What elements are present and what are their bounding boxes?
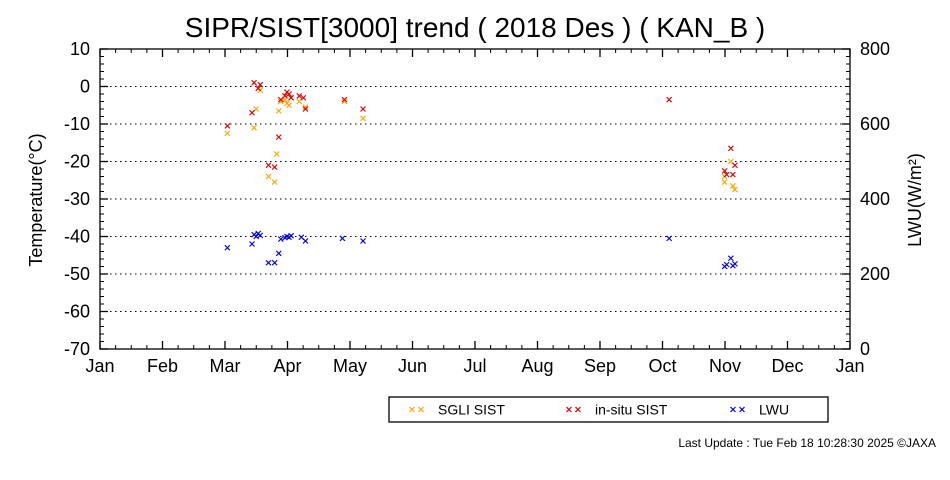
sgli-sist-point <box>732 186 738 193</box>
grid-lines <box>100 86 850 312</box>
legend-label: in-situ SIST <box>595 402 668 418</box>
in-situ-sist-point <box>249 109 255 116</box>
legend-marker <box>418 406 424 413</box>
legend-marker <box>739 406 745 413</box>
x-tick-label: Apr <box>273 356 301 376</box>
lwu-point <box>265 259 272 266</box>
sgli-sist-point <box>360 115 366 122</box>
in-situ-sist-point <box>666 96 673 103</box>
in-situ-sist-point <box>723 171 730 178</box>
lwu-point <box>723 261 730 268</box>
data-points <box>224 79 738 270</box>
sgli-sist-point <box>341 98 348 105</box>
x-tick-label: Mar <box>210 356 241 376</box>
lwu-point <box>253 233 260 240</box>
lwu-point <box>288 232 295 239</box>
y2-tick-label: 0 <box>860 339 870 359</box>
x-tick-label: Jun <box>398 356 427 376</box>
in-situ-sist-point <box>275 134 282 141</box>
y-tick-label: -20 <box>64 152 90 172</box>
y2-tick-label: 600 <box>860 114 890 134</box>
x-tick-label: Oct <box>648 356 676 376</box>
sgli-sist-point <box>224 130 231 137</box>
y2-axis-label: LWU(W/m²) <box>905 153 925 247</box>
chart-title: SIPR/SIST[3000] trend ( 2018 Des ) ( KAN… <box>185 12 765 43</box>
in-situ-sist-point <box>296 92 303 99</box>
sgli-sist-point <box>273 151 280 157</box>
sgli-sist-point <box>286 102 292 109</box>
x-tick-label: Nov <box>709 356 741 376</box>
y-tick-label: -50 <box>64 264 90 284</box>
in-situ-sist-point <box>265 162 272 169</box>
legend-marker <box>566 406 572 413</box>
in-situ-sist-point <box>302 106 309 112</box>
legend: SGLI SIST in-situ SIST LWU <box>388 396 829 423</box>
in-situ-sist-point <box>282 92 288 99</box>
lwu-point <box>666 235 673 242</box>
lwu-point <box>249 241 255 247</box>
x-tick-label: Dec <box>771 356 803 376</box>
x-tick-label: Jan <box>835 356 864 376</box>
sgli-sist-point <box>271 179 278 186</box>
sgli-sist-point <box>265 173 272 180</box>
legend-label: LWU <box>759 402 789 418</box>
sgli-sist-point <box>729 182 736 189</box>
lwu-point <box>302 238 309 244</box>
x-tick-label: Sep <box>584 356 616 376</box>
axes: 100-10-20-30-40-50-60-708006004002000Jan… <box>64 39 890 376</box>
lwu-point <box>224 244 231 251</box>
lwu-point <box>277 236 284 243</box>
y-axis-label: Temperature(°C) <box>26 133 46 266</box>
y2-tick-label: 200 <box>860 264 890 284</box>
y-tick-label: -70 <box>64 339 90 359</box>
in-situ-sist-point <box>257 81 264 88</box>
in-situ-sist-point <box>729 171 736 178</box>
y-tick-label: -40 <box>64 227 90 247</box>
legend-box <box>388 396 829 423</box>
in-situ-sist-point <box>732 162 738 169</box>
lwu-point <box>339 235 346 242</box>
last-update-footer: Last Update : Tue Feb 18 10:28:30 2025 ©… <box>678 436 936 450</box>
x-tick-label: May <box>333 356 367 376</box>
in-situ-sist-point <box>286 91 292 97</box>
y-tick-label: -10 <box>64 114 90 134</box>
y-tick-label: -60 <box>64 302 90 322</box>
x-tick-label: Jul <box>463 356 486 376</box>
lwu-point <box>732 260 738 267</box>
sgli-sist-point <box>275 107 282 114</box>
in-situ-sist-point <box>271 164 278 171</box>
lwu-point <box>257 232 264 239</box>
legend-marker <box>730 406 736 413</box>
y-tick-label: 0 <box>80 77 90 97</box>
sgli-sist-point <box>277 98 284 105</box>
lwu-point <box>360 238 366 244</box>
in-situ-sist-point <box>255 85 262 92</box>
in-situ-sist-point <box>727 145 734 152</box>
sgli-sist-point <box>302 104 309 111</box>
legend-label: SGLI SIST <box>438 402 505 418</box>
sgli-sist-point <box>251 124 258 131</box>
legend-marker <box>409 406 415 413</box>
x-tick-label: Jan <box>85 356 114 376</box>
lwu-point <box>275 250 282 257</box>
y-tick-label: -30 <box>64 189 90 209</box>
y2-tick-label: 400 <box>860 189 890 209</box>
legend-marker <box>575 406 581 413</box>
in-situ-sist-point <box>341 96 348 103</box>
lwu-point <box>271 259 278 266</box>
y-tick-label: 10 <box>70 39 90 59</box>
in-situ-sist-point <box>721 167 728 174</box>
in-situ-sist-point <box>300 94 307 101</box>
in-situ-sist-point <box>288 94 295 101</box>
y2-tick-label: 800 <box>860 39 890 59</box>
x-tick-label: Aug <box>521 356 553 376</box>
sgli-sist-point <box>721 179 728 186</box>
x-tick-label: Feb <box>147 356 178 376</box>
in-situ-sist-point <box>224 122 231 129</box>
lwu-point <box>727 255 734 262</box>
in-situ-sist-point <box>251 79 258 86</box>
in-situ-sist-point <box>360 106 366 112</box>
